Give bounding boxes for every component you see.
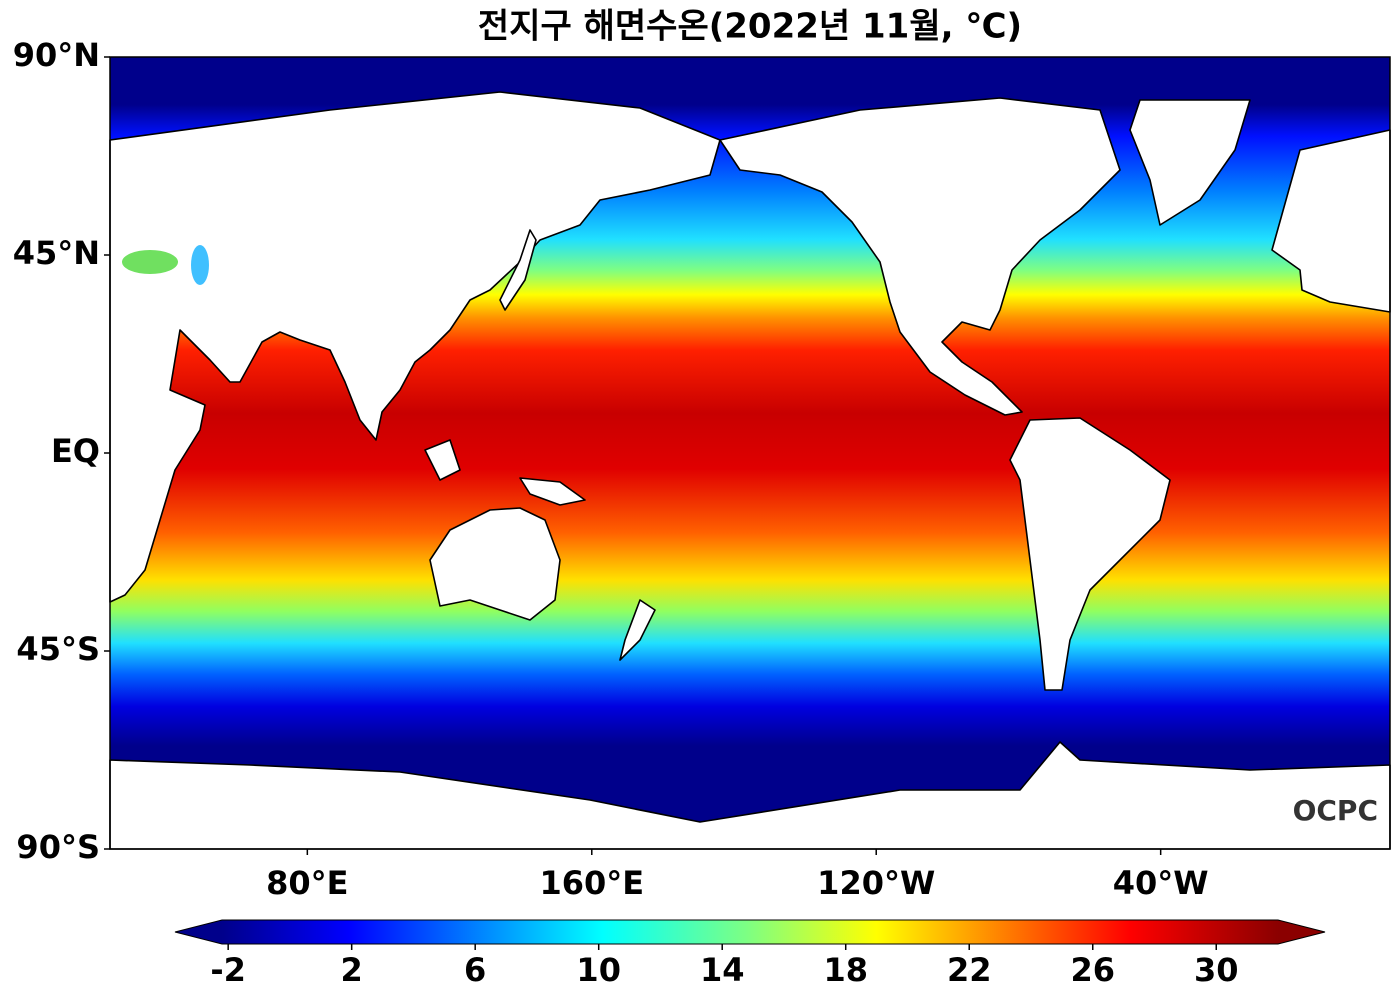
australia [429, 507, 561, 621]
caspian-sea [191, 245, 209, 285]
x-tick-label: 120°W [817, 864, 935, 902]
new-zealand [619, 599, 656, 661]
x-tick-label: 160°E [539, 864, 644, 902]
colorbar-frame [174, 919, 1326, 945]
colorbar-tick-label: 30 [1194, 951, 1239, 989]
y-tick-label: 45°N [13, 234, 100, 272]
colorbar-tick-label: 22 [947, 951, 992, 989]
map-area [109, 56, 1391, 850]
europe [1271, 129, 1391, 313]
japan [499, 229, 537, 311]
new-guinea [519, 477, 586, 506]
colorbar-tick-label: 18 [823, 951, 868, 989]
south-america [1009, 417, 1171, 691]
north-america [719, 97, 1121, 416]
y-tick-label: 90°N [13, 36, 100, 74]
colorbar-tick-label: 26 [1070, 951, 1115, 989]
colorbar [222, 920, 1278, 944]
map-title: 전지구 해면수온(2022년 11월, ℃) [478, 7, 1022, 47]
colorbar-tick-label: 10 [576, 951, 621, 989]
x-tick-label: 40°W [1113, 864, 1209, 902]
colorbar-tick-label: 14 [700, 951, 745, 989]
eurasia-africa [109, 91, 721, 603]
black-sea [122, 250, 178, 274]
colorbar-extend-low [175, 920, 222, 944]
x-tick-label: 80°E [266, 864, 348, 902]
watermark: OCPC [1293, 794, 1378, 827]
y-tick-label: 45°S [16, 630, 100, 668]
colorbar-extend-high [1278, 920, 1325, 944]
borneo [424, 439, 461, 481]
y-tick-label: EQ [51, 432, 100, 470]
colorbar-tick-label: 2 [341, 951, 363, 989]
y-tick-label: 90°S [16, 828, 100, 866]
colorbar-tick-label: 6 [464, 951, 486, 989]
greenland [1129, 99, 1251, 226]
colorbar-tick-label: -2 [210, 951, 246, 989]
